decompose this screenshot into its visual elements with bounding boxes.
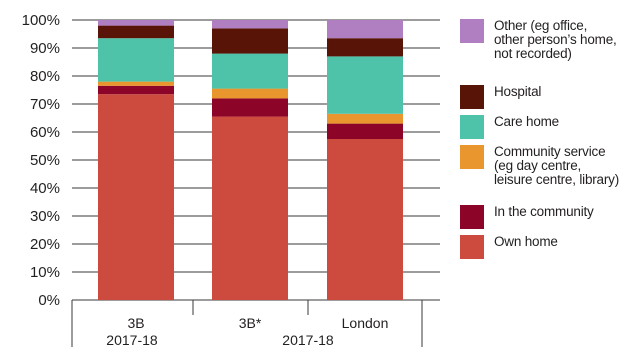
bar-segment-own [212,116,288,300]
bar-segment-hospital [212,28,288,54]
bar-segment-hospital [327,38,403,57]
legend-label: Own home [494,234,558,249]
bar-segment-care [212,53,288,89]
x-axis: 3B 3B* London 2017-18 2017-18 [71,300,423,347]
y-tick-label: 80% [30,68,60,85]
legend-label: Hospital [494,84,542,99]
legend-item: Care home [460,115,559,139]
y-tick-label: 90% [30,40,60,57]
x-tick-label: 3B [127,315,144,331]
y-tick-label: 20% [30,236,60,253]
legend-item: In the community [460,205,594,229]
y-tick-label: 40% [30,180,60,197]
legend-label: Community service (eg day centre, leisur… [494,144,619,187]
x-tick-label: 3B* [239,315,262,331]
bar-segment-other [327,20,403,39]
bar-segment-community [98,81,174,86]
legend-swatch [460,85,484,109]
bar-segment-own [98,94,174,300]
bar-segment-other [212,20,288,29]
bar-segment-hospital [98,25,174,39]
bar-segment-care [327,56,403,114]
y-axis-tick-labels: 0% 10% 20% 30% 40% 50% 60% 70% 80% 90% 100% [22,12,60,309]
legend-item: Hospital [460,85,541,109]
y-tick-label: 100% [22,12,60,29]
bar-segment-community [212,88,288,99]
y-tick-label: 30% [30,208,60,225]
legend-item: Other (eg office, other person’s home, n… [460,19,617,61]
x-group-label: 2017-18 [282,332,334,347]
legend-swatch [460,115,484,139]
bar-segment-in [98,85,174,95]
y-tick-label: 70% [30,96,60,113]
y-tick-label: 0% [38,292,60,309]
bar-segment-community [327,113,403,124]
legend-swatch [460,235,484,259]
bar-stacks [98,20,403,300]
legend-item: Own home [460,235,558,259]
bar-segment-in [212,98,288,117]
bar-segment-in [327,123,403,139]
y-tick-label: 10% [30,264,60,281]
legend-label: In the community [494,204,594,219]
y-tick-label: 60% [30,124,60,141]
legend-swatch [460,205,484,229]
legend-label: Care home [494,114,559,129]
legend-swatch [460,145,484,169]
legend-label: Other (eg office, other person’s home, n… [494,18,617,61]
bar-segment-other [98,20,174,26]
x-tick-label: London [342,315,389,331]
y-tick-label: 50% [30,152,60,169]
legend-swatch [460,19,484,43]
x-group-label: 2017-18 [106,332,158,347]
bar-segment-own [327,139,403,300]
bar-segment-care [98,38,174,82]
legend-item: Community service (eg day centre, leisur… [460,145,619,187]
